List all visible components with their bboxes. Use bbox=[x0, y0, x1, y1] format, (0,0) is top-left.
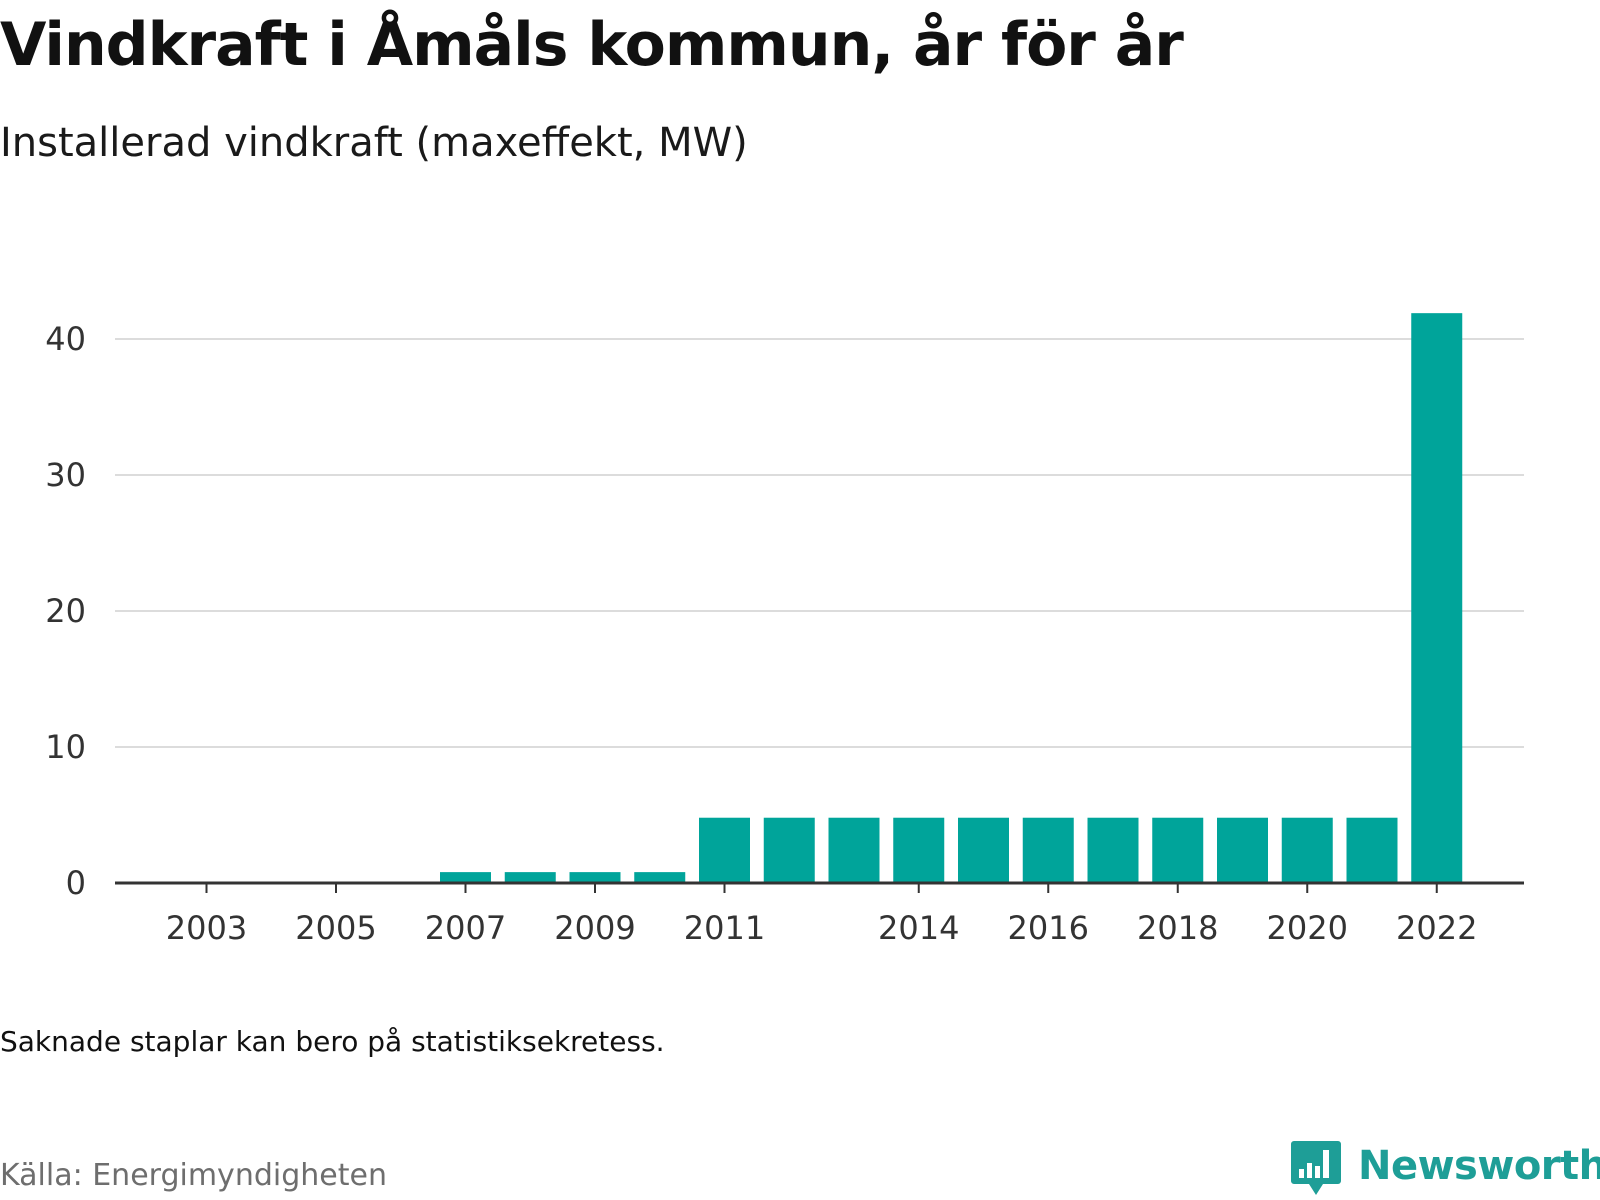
y-tick-label: 0 bbox=[66, 864, 86, 902]
x-tick-label: 2018 bbox=[1137, 909, 1218, 947]
x-tick-label: 2014 bbox=[878, 909, 959, 947]
x-tick-label: 2011 bbox=[684, 909, 765, 947]
bar bbox=[1022, 817, 1074, 883]
bar bbox=[569, 872, 621, 883]
bar bbox=[828, 817, 880, 883]
bar bbox=[1152, 817, 1204, 883]
x-tick-label: 2005 bbox=[295, 909, 376, 947]
bar bbox=[1411, 313, 1463, 883]
bar bbox=[958, 817, 1009, 883]
bar bbox=[1087, 817, 1139, 883]
bar bbox=[440, 872, 491, 883]
bar bbox=[1281, 817, 1333, 883]
footnote: Saknade staplar kan bero på statistiksek… bbox=[0, 1025, 665, 1058]
brand-name: Newsworthy bbox=[1358, 1143, 1600, 1189]
bar bbox=[1217, 817, 1268, 883]
y-tick-label: 40 bbox=[45, 320, 86, 358]
brand-logo: Newsworthy bbox=[1290, 1137, 1600, 1197]
bar bbox=[1346, 817, 1398, 883]
x-tick-label: 2016 bbox=[1008, 909, 1089, 947]
x-tick-label: 2003 bbox=[166, 909, 247, 947]
chart-title: Vindkraft i Åmåls kommun, år för år bbox=[0, 10, 1184, 80]
bar bbox=[893, 817, 945, 883]
x-tick-label: 2009 bbox=[554, 909, 635, 947]
bar bbox=[634, 872, 686, 883]
y-tick-label: 20 bbox=[45, 592, 86, 630]
bar bbox=[504, 872, 556, 883]
x-tick-label: 2007 bbox=[425, 909, 506, 947]
y-tick-label: 10 bbox=[45, 728, 86, 766]
source-credit: Källa: Energimyndigheten bbox=[0, 1158, 387, 1193]
x-tick-label: 2020 bbox=[1267, 909, 1348, 947]
x-tick-label: 2022 bbox=[1396, 909, 1477, 947]
bar bbox=[763, 817, 815, 883]
bar-chart: 0 10 20 30 40 2003 2005 2007 2009 2011 2014 2016 201… bbox=[45, 313, 1524, 947]
y-tick-label: 30 bbox=[45, 456, 86, 494]
chart-subtitle: Installerad vindkraft (maxeffekt, MW) bbox=[0, 120, 748, 166]
bar bbox=[699, 817, 750, 883]
bar-chart-speech-bubble-icon bbox=[1291, 1141, 1341, 1195]
